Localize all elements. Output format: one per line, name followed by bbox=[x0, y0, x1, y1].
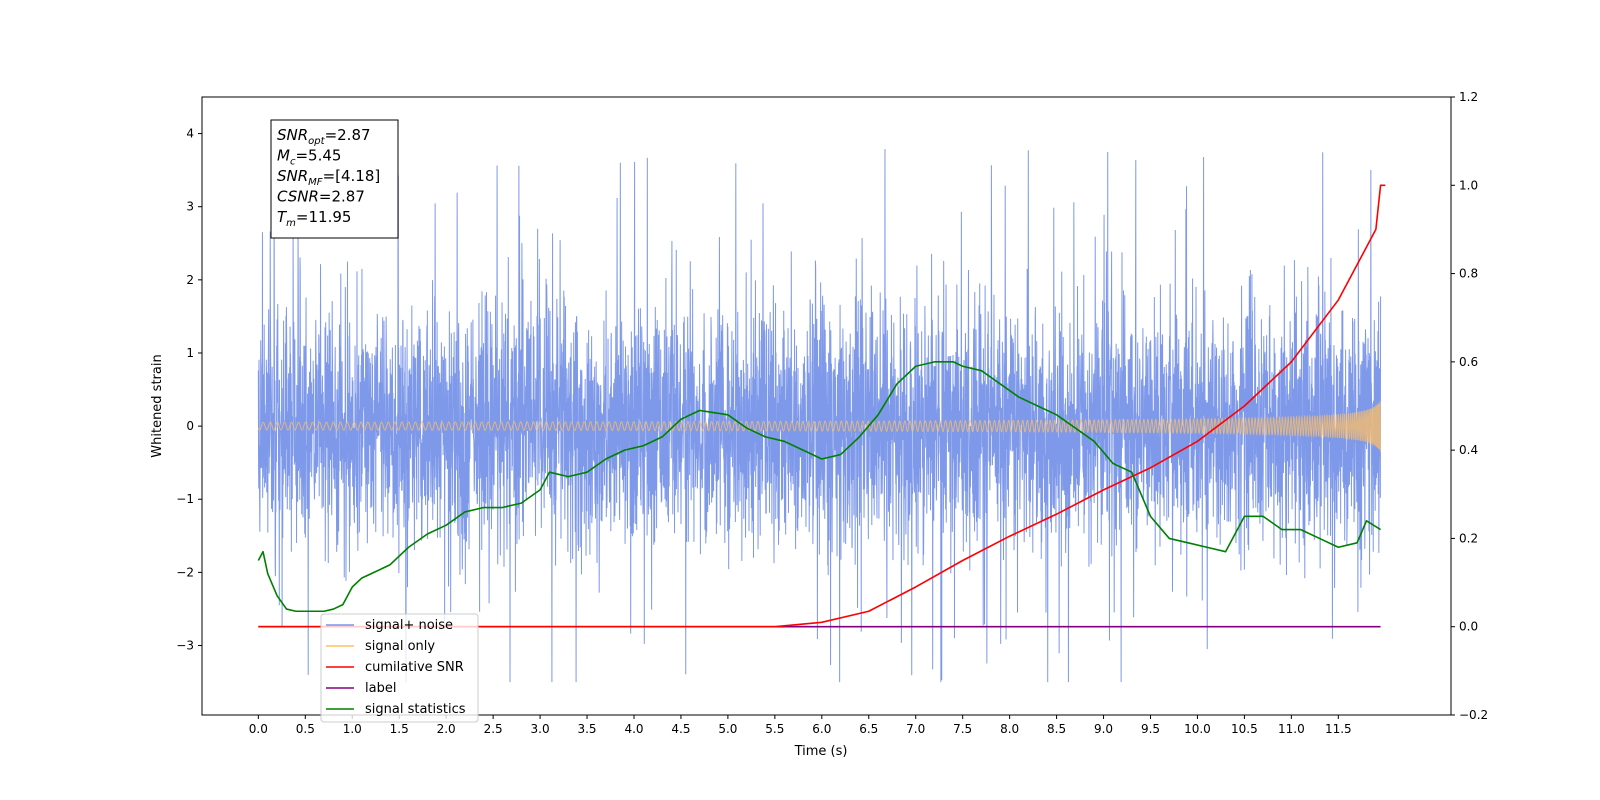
legend-label: signal only bbox=[365, 639, 435, 654]
annotation-subscript: m bbox=[286, 218, 296, 229]
y-tick-label: 4 bbox=[186, 127, 194, 141]
x-tick-label: 5.5 bbox=[765, 722, 784, 736]
y2-tick-label: 0.8 bbox=[1459, 267, 1478, 281]
x-tick-label: 1.5 bbox=[390, 722, 409, 736]
stats-annotation-box: SNRopt=2.87Mc=5.45SNRMF=[4.18]CSNR=2.87T… bbox=[270, 119, 399, 239]
signal-plus-noise-line bbox=[257, 149, 1382, 683]
x-tick-label: 6.5 bbox=[859, 722, 878, 736]
signal-statistics-line bbox=[257, 361, 1381, 613]
annotation-value: =11.95 bbox=[296, 208, 352, 226]
signal-only-series bbox=[257, 401, 1382, 452]
x-tick-label: 10.5 bbox=[1231, 722, 1258, 736]
signal-only-line bbox=[257, 401, 1382, 452]
legend-label: label bbox=[365, 681, 396, 696]
annotation-symbol: SNR bbox=[277, 126, 308, 144]
y2-tick-label: 0.2 bbox=[1459, 531, 1478, 545]
x-tick-label: 9.5 bbox=[1141, 722, 1160, 736]
x-tick-label: 4.0 bbox=[624, 722, 643, 736]
legend-label: signal+ noise bbox=[365, 618, 453, 633]
x-tick-label: 7.5 bbox=[953, 722, 972, 736]
annotation-subscript: opt bbox=[308, 136, 325, 147]
y-tick-label: 0 bbox=[186, 419, 194, 433]
x-tick-label: 4.5 bbox=[671, 722, 690, 736]
y-tick-label: −1 bbox=[176, 492, 194, 506]
x-tick-label: 2.5 bbox=[484, 722, 503, 736]
x-tick-label: 3.0 bbox=[531, 722, 550, 736]
x-tick-label: 0.5 bbox=[296, 722, 315, 736]
y2-axis-ticks: 1.2 1.0 0.8 0.6 0.4 0.2 0.0 −0.2 bbox=[1451, 90, 1488, 722]
x-tick-label: 10.0 bbox=[1184, 722, 1211, 736]
legend: signal+ noise signal only cumilative SNR la… bbox=[320, 613, 479, 723]
annotation-line: Mc=5.45 bbox=[277, 147, 341, 168]
x-tick-label: 11.5 bbox=[1325, 722, 1352, 736]
legend-label: cumilative SNR bbox=[365, 660, 464, 675]
annotation-frame bbox=[270, 119, 399, 239]
x-tick-label: 7.0 bbox=[906, 722, 925, 736]
y-tick-label: −2 bbox=[176, 565, 194, 579]
annotation-symbol: M bbox=[277, 147, 290, 165]
annotation-subscript: c bbox=[290, 157, 296, 168]
x-tick-label: 2.0 bbox=[437, 722, 456, 736]
x-axis-label: Time (s) bbox=[794, 744, 848, 759]
annotation-subscript: MF bbox=[308, 177, 323, 188]
annotation-value: =[4.18] bbox=[323, 167, 381, 185]
y-tick-label: 1 bbox=[186, 346, 194, 360]
y-tick-label: 3 bbox=[186, 200, 194, 214]
y2-tick-label: 0.4 bbox=[1459, 443, 1478, 457]
y2-tick-label: 1.2 bbox=[1459, 90, 1478, 104]
annotation-line: Tm=11.95 bbox=[277, 208, 351, 229]
x-tick-label: 3.5 bbox=[577, 722, 596, 736]
x-tick-label: 6.0 bbox=[812, 722, 831, 736]
annotation-symbol: CSNR bbox=[277, 188, 319, 206]
annotation-line: CSNR=2.87 bbox=[277, 188, 365, 206]
x-tick-label: 11.0 bbox=[1278, 722, 1305, 736]
y2-tick-label: 0.6 bbox=[1459, 355, 1478, 369]
plot-frame bbox=[201, 96, 1452, 716]
y2-tick-label: 1.0 bbox=[1459, 178, 1478, 192]
x-tick-label: 5.0 bbox=[718, 722, 737, 736]
y2-tick-label: 0.0 bbox=[1459, 620, 1478, 634]
annotation-line: SNRopt=2.87 bbox=[277, 126, 371, 147]
annotation-value: =2.87 bbox=[325, 126, 371, 144]
x-tick-label: 0.0 bbox=[249, 722, 268, 736]
annotation-value: =2.87 bbox=[319, 188, 365, 206]
x-tick-label: 1.0 bbox=[343, 722, 362, 736]
y-tick-label: 2 bbox=[186, 273, 194, 287]
signal-plus-noise-series bbox=[257, 149, 1382, 683]
y-axis-ticks: 4 3 2 1 0 −1 −2 −3 bbox=[176, 127, 202, 653]
y-axis-label: Whitened strain bbox=[150, 354, 165, 457]
annotation-line: SNRMF=[4.18] bbox=[277, 167, 380, 188]
y2-tick-label: −0.2 bbox=[1459, 708, 1488, 722]
cumulative-snr-line bbox=[258, 184, 1386, 628]
annotation-value: =5.45 bbox=[295, 147, 341, 165]
legend-label: signal statistics bbox=[365, 702, 466, 717]
legend-frame bbox=[320, 613, 479, 723]
x-tick-label: 8.5 bbox=[1047, 722, 1066, 736]
x-tick-label: 9.0 bbox=[1094, 722, 1113, 736]
annotation-symbol: T bbox=[277, 208, 288, 226]
x-tick-label: 8.0 bbox=[1000, 722, 1019, 736]
annotation-symbol: SNR bbox=[277, 167, 308, 185]
x-axis-ticks: 0.0 0.5 1.0 1.5 2.0 2.5 3.0 3.5 4.0 4.5 5.0 5.5 6.0 6… bbox=[249, 715, 1352, 736]
y-tick-label: −3 bbox=[176, 639, 194, 653]
